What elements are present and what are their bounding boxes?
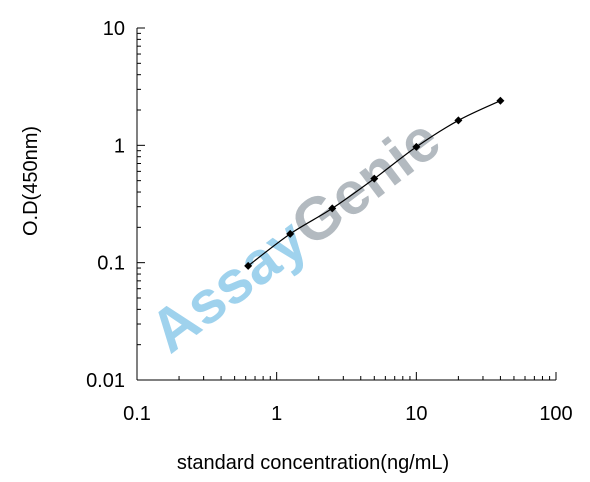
y-tick-label: 0.1 — [97, 253, 125, 275]
data-point — [412, 142, 421, 151]
y-tick-label: 0.01 — [86, 370, 125, 392]
y-tick-label: 1 — [114, 135, 125, 157]
x-axis-label: standard concentration(ng/mL) — [177, 452, 449, 474]
x-tick-label: 100 — [539, 403, 572, 425]
data-point — [370, 174, 379, 183]
tick-labels: 0.01 0.1 1 10 0.1 1 10 100 — [86, 18, 573, 425]
watermark-part1: Assay — [138, 205, 320, 365]
watermark: AssayGenie — [138, 105, 453, 365]
x-tick-label: 1 — [271, 403, 282, 425]
x-tick-label: 10 — [405, 403, 427, 425]
data-point — [286, 229, 295, 238]
x-tick-label: 0.1 — [123, 403, 151, 425]
data-point — [328, 204, 337, 213]
watermark-part2: Genie — [279, 105, 452, 259]
y-tick-label: 10 — [103, 18, 125, 40]
y-axis-label: O.D(450nm) — [20, 126, 42, 236]
axes — [136, 27, 557, 381]
watermark-text: AssayGenie — [138, 105, 453, 365]
data-point — [454, 116, 463, 125]
data-point — [496, 96, 505, 105]
data-series — [244, 96, 505, 270]
data-point — [244, 261, 253, 270]
